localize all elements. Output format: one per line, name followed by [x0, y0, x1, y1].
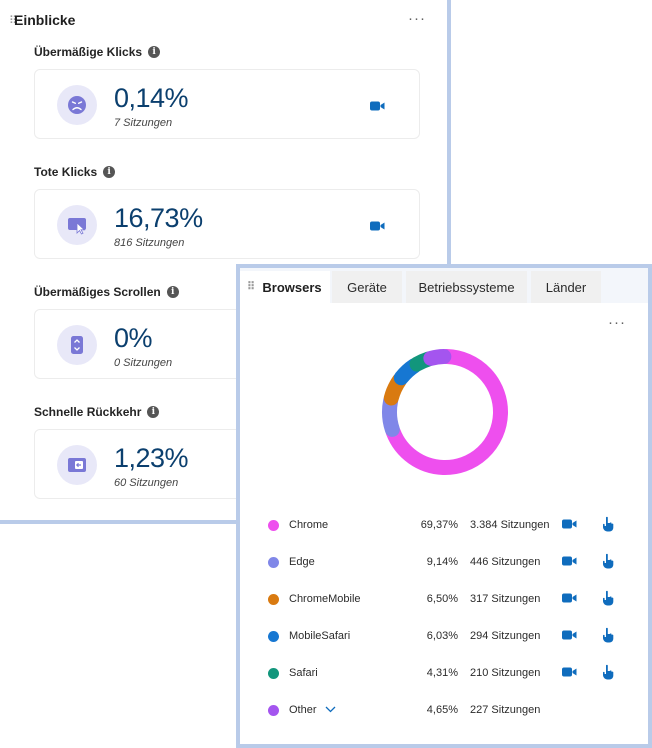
tab-countries[interactable]: Länder: [531, 271, 601, 303]
video-camera-icon[interactable]: [562, 555, 577, 570]
drag-handle-icon[interactable]: ⠿: [247, 281, 255, 293]
click-heatmap-icon[interactable]: [601, 664, 615, 683]
legend-name-text: MobileSafari: [289, 630, 351, 642]
legend-sessions: 317 Sitzungen: [470, 593, 541, 605]
info-icon[interactable]: i: [147, 406, 160, 418]
legend-name: Other: [289, 704, 336, 716]
metric-sessions: 7 Sitzungen: [114, 117, 173, 129]
video-camera-icon[interactable]: [370, 99, 385, 117]
metric-label-text: Übermäßiges Scrollen: [34, 285, 161, 299]
legend-row-mobilesafari[interactable]: MobileSafari 6,03% 294 Sitzungen: [240, 627, 648, 647]
donut-segment-other[interactable]: [380, 347, 510, 477]
legend-percentage: 6,03%: [426, 630, 458, 642]
video-camera-icon[interactable]: [562, 518, 577, 533]
info-icon[interactable]: i: [166, 286, 179, 298]
video-camera-icon[interactable]: [562, 666, 577, 681]
legend-color-dot: [268, 557, 279, 568]
legend-row-other[interactable]: Other 4,65% 227 Sitzungen: [240, 701, 648, 721]
metric-value: 0,14%: [114, 83, 189, 113]
browsers-panel: ⠿ Browsers Geräte Betriebssysteme Länder…: [236, 264, 652, 748]
legend-name: MobileSafari: [289, 630, 350, 642]
browser-donut-chart: [380, 347, 510, 477]
legend-row-edge[interactable]: Edge 9,14% 446 Sitzungen: [240, 553, 648, 573]
info-icon[interactable]: i: [148, 46, 161, 58]
metric-sessions: 0 Sitzungen: [114, 357, 173, 369]
metric-value: 1,23%: [114, 443, 189, 473]
legend-row-chromemobile[interactable]: ChromeMobile 6,50% 317 Sitzungen: [240, 590, 648, 610]
legend-percentage: 4,65%: [426, 704, 458, 716]
legend-color-dot: [268, 631, 279, 642]
legend-percentage: 4,31%: [426, 667, 458, 679]
video-camera-icon[interactable]: [370, 219, 385, 237]
tab-bar: ⠿ Browsers Geräte Betriebssysteme Länder: [240, 271, 648, 303]
legend-color-dot: [268, 594, 279, 605]
angry-face-icon: [57, 85, 97, 125]
drag-handle-icon[interactable]: ⠿: [9, 15, 17, 27]
metric-label-text: Übermäßige Klicks: [34, 45, 143, 59]
more-options-button[interactable]: ···: [608, 314, 626, 331]
click-heatmap-icon[interactable]: [601, 627, 615, 646]
legend-name: Edge: [289, 556, 315, 568]
metric-card-dead-clicks[interactable]: 16,73% 816 Sitzungen: [34, 189, 420, 259]
scroll-icon: [57, 325, 97, 365]
legend-sessions: 3.384 Sitzungen: [470, 519, 550, 531]
dead-click-icon: [57, 205, 97, 245]
legend-name-text: Edge: [289, 556, 315, 568]
legend-color-dot: [268, 668, 279, 679]
legend-name: Safari: [289, 667, 318, 679]
more-options-button[interactable]: ···: [408, 10, 426, 27]
legend-name-text: Other: [289, 704, 317, 716]
legend-percentage: 69,37%: [420, 519, 458, 531]
metric-label-text: Tote Klicks: [34, 165, 98, 179]
donut-segment-chromemobile[interactable]: [380, 347, 510, 477]
legend-row-chrome[interactable]: Chrome 69,37% 3.384 Sitzungen: [240, 516, 648, 536]
legend-percentage: 6,50%: [426, 593, 458, 605]
legend-name: ChromeMobile: [289, 593, 361, 605]
click-heatmap-icon[interactable]: [601, 516, 615, 535]
tab-browsers[interactable]: ⠿ Browsers: [240, 271, 330, 303]
legend-name-text: Chrome: [289, 519, 329, 531]
metric-label: Tote Klicks i: [34, 165, 116, 179]
donut-segment-safari[interactable]: [380, 347, 510, 477]
tab-devices[interactable]: Geräte: [332, 271, 402, 303]
legend-sessions: 210 Sitzungen: [470, 667, 541, 679]
metric-sessions: 816 Sitzungen: [114, 237, 185, 249]
metric-sessions: 60 Sitzungen: [114, 477, 179, 489]
metric-label: Übermäßiges Scrollen i: [34, 285, 179, 299]
tab-label: Browsers: [262, 279, 322, 295]
metric-value: 16,73%: [114, 203, 203, 233]
legend-sessions: 294 Sitzungen: [470, 630, 541, 642]
legend-name-text: Safari: [289, 667, 318, 679]
legend-name: Chrome: [289, 519, 328, 531]
metric-label: Übermäßige Klicks i: [34, 45, 161, 59]
quick-back-icon: [57, 445, 97, 485]
legend-name-text: ChromeMobile: [289, 593, 361, 605]
click-heatmap-icon[interactable]: [601, 553, 615, 572]
chevron-down-icon[interactable]: [325, 704, 336, 716]
donut-segment-mobilesafari[interactable]: [380, 347, 510, 477]
legend-sessions: 446 Sitzungen: [470, 556, 541, 568]
info-icon[interactable]: i: [103, 166, 116, 178]
browsers-content: ··· Chrome 69,37% 3.384 Sitzungen Edge 9,14%…: [240, 303, 648, 744]
tab-label: Länder: [545, 279, 587, 295]
tab-label: Betriebssysteme: [418, 279, 515, 295]
tab-label: Geräte: [347, 279, 387, 295]
legend-sessions: 227 Sitzungen: [470, 704, 541, 716]
insights-header: ⠿ Einblicke ···: [0, 8, 447, 32]
metric-value: 0%: [114, 323, 153, 353]
insights-title: Einblicke: [14, 12, 76, 28]
tab-operating-systems[interactable]: Betriebssysteme: [406, 271, 527, 303]
metric-card-excessive-clicks[interactable]: 0,14% 7 Sitzungen: [34, 69, 420, 139]
legend-percentage: 9,14%: [426, 556, 458, 568]
insights-panel: ⠿ Einblicke ··· Übermäßige Klicks i 0,14…: [0, 0, 451, 524]
legend-row-safari[interactable]: Safari 4,31% 210 Sitzungen: [240, 664, 648, 684]
video-camera-icon[interactable]: [562, 592, 577, 607]
metric-label-text: Schnelle Rückkehr: [34, 405, 142, 419]
video-camera-icon[interactable]: [562, 629, 577, 644]
legend-color-dot: [268, 705, 279, 716]
metric-label: Schnelle Rückkehr i: [34, 405, 160, 419]
click-heatmap-icon[interactable]: [601, 590, 615, 609]
legend-color-dot: [268, 520, 279, 531]
donut-segment-edge[interactable]: [380, 347, 510, 477]
